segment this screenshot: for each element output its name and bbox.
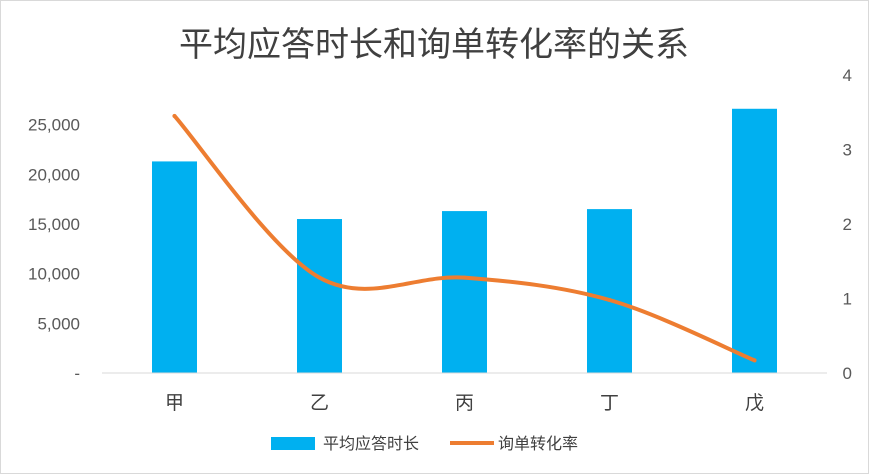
y-right-axis: 0 1 2 3 4 <box>843 66 852 383</box>
x-tick-label: 丁 <box>600 392 619 414</box>
line-point <box>752 358 757 363</box>
y-left-tick-label: 20,000 <box>28 165 80 184</box>
bar <box>732 108 777 374</box>
x-tick-label: 戊 <box>745 392 764 414</box>
y-left-tick-label: 25,000 <box>28 116 80 135</box>
bar <box>442 211 487 373</box>
y-right-tick-label: 1 <box>843 290 852 309</box>
y-left-tick-label: 10,000 <box>28 265 80 284</box>
y-right-tick-label: 3 <box>843 141 852 160</box>
line-point <box>317 275 322 280</box>
line-point <box>462 275 467 280</box>
line-point <box>172 113 177 118</box>
legend-label-line: 询单转化率 <box>498 434 578 453</box>
y-left-tick-label: 15,000 <box>28 215 80 234</box>
y-right-tick-label: 2 <box>843 215 852 234</box>
x-tick-label: 乙 <box>310 392 329 414</box>
x-tick-label: 丙 <box>455 392 474 414</box>
x-tick-label: 甲 <box>165 392 184 414</box>
chart-title: 平均应答时长和询单转化率的关系 <box>179 25 689 65</box>
y-right-tick-label: 4 <box>843 66 852 85</box>
legend: 平均应答时长 询单转化率 <box>271 434 578 453</box>
bar <box>152 161 197 373</box>
y-left-axis: - 5,000 10,000 15,000 20,000 25,000 <box>28 116 80 383</box>
line-series <box>172 113 757 363</box>
bar <box>297 219 342 373</box>
y-right-tick-label: 0 <box>843 364 852 383</box>
legend-label-bar: 平均应答时长 <box>323 434 419 453</box>
bar <box>587 209 632 373</box>
y-left-tick-label: 5,000 <box>37 314 80 333</box>
x-axis: 甲乙丙丁戊 <box>165 392 764 414</box>
line-point <box>607 297 612 302</box>
legend-swatch-bar <box>271 437 315 450</box>
y-left-tick-label: - <box>74 364 80 383</box>
bar-series <box>152 108 777 374</box>
